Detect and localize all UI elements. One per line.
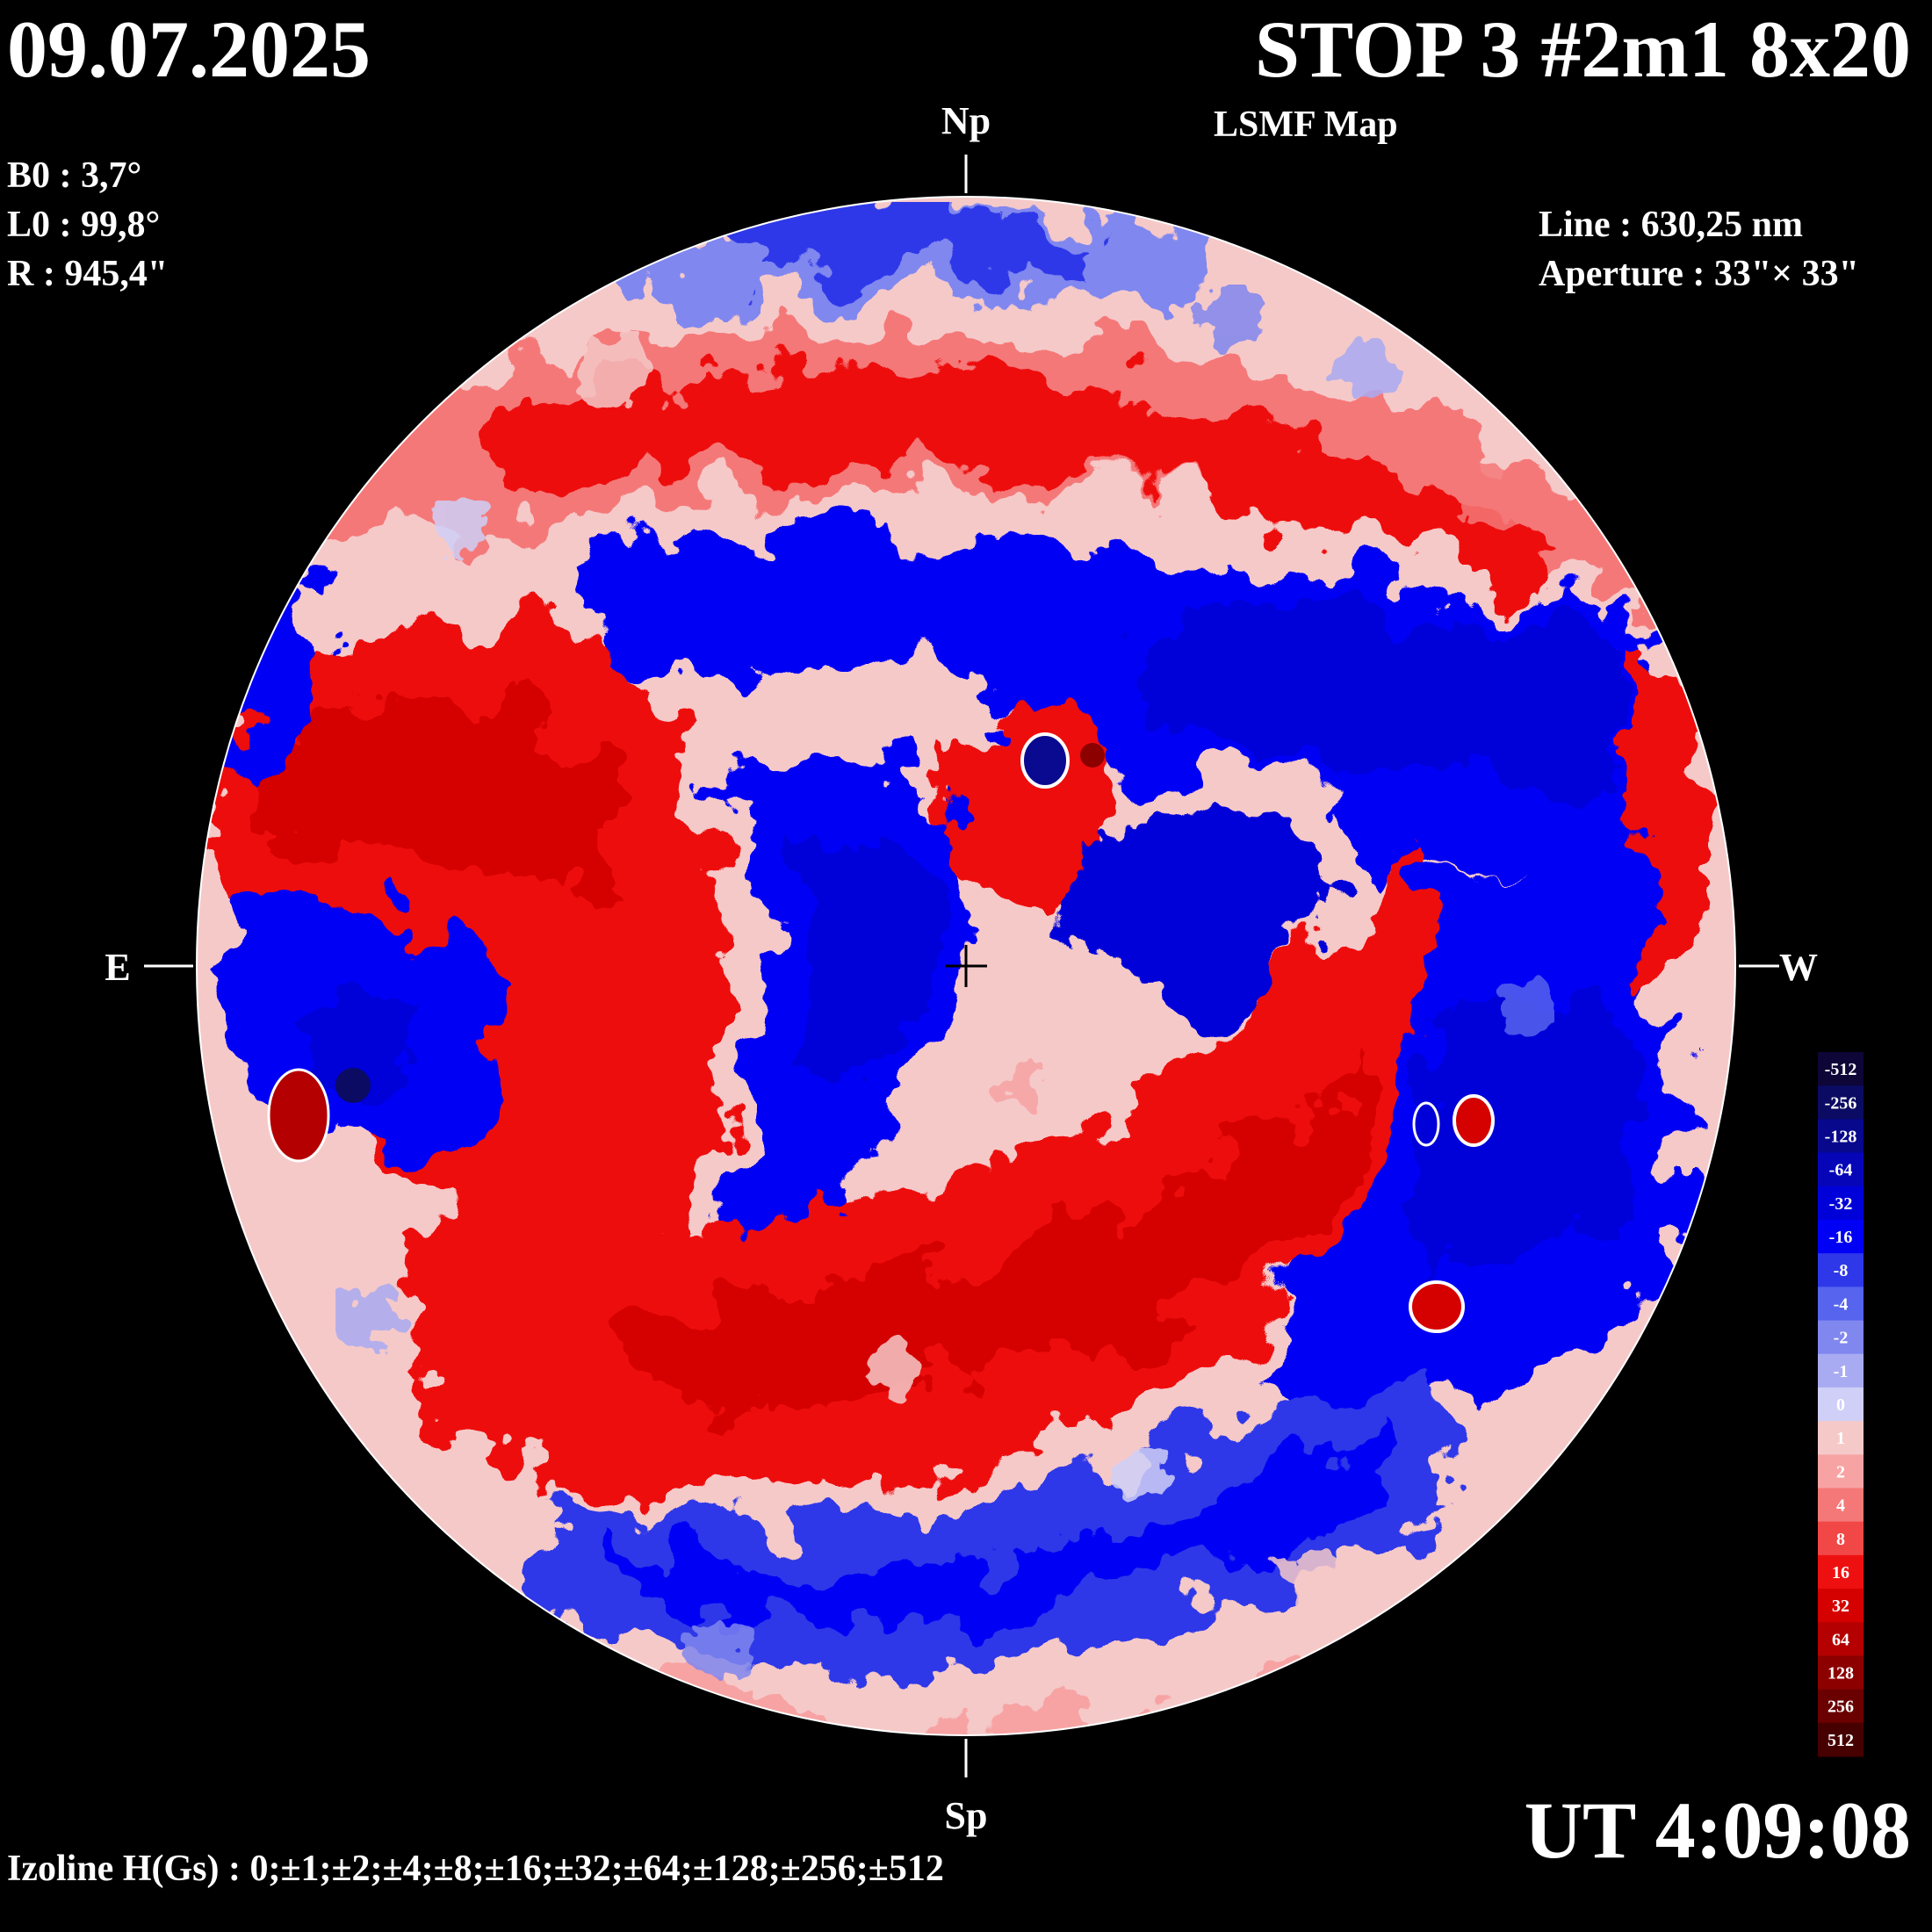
param-r: R : 945,4"	[7, 254, 169, 294]
legend-label: -128	[1825, 1127, 1857, 1146]
legend-label: -4	[1834, 1294, 1849, 1314]
legend-label: 16	[1832, 1563, 1849, 1582]
legend-label: 2	[1836, 1462, 1845, 1481]
map-title: STOP 3 #2m1 8x20	[1254, 4, 1911, 94]
legend-swatch	[1818, 1219, 1864, 1254]
legend-label: 256	[1827, 1698, 1854, 1717]
legend-swatch	[1818, 1253, 1864, 1287]
legend-swatch	[1818, 1722, 1864, 1757]
map-subtitle: LSMF Map	[1214, 105, 1398, 145]
legend-swatch	[1818, 1320, 1864, 1355]
center-crosshair	[945, 945, 987, 987]
legend-label: -2	[1834, 1329, 1849, 1348]
legend-swatch	[1818, 1421, 1864, 1455]
legend-swatch	[1818, 1589, 1864, 1623]
legend-swatch	[1818, 1387, 1864, 1422]
param-l0: L0 : 99,8°	[7, 205, 161, 245]
spectral-line: Line : 630,25 nm	[1539, 205, 1804, 245]
observation-date: 09.07.2025	[7, 4, 371, 94]
universal-time: UT 4:09:08	[1524, 1785, 1911, 1875]
aperture-size: Aperture : 33"× 33"	[1539, 254, 1859, 294]
legend-label: 1	[1836, 1429, 1845, 1448]
legend-label: -16	[1829, 1228, 1853, 1247]
solar-disk	[197, 197, 1735, 1735]
west-label: W	[1779, 946, 1818, 989]
legend-label: -512	[1825, 1060, 1857, 1079]
legend-swatch	[1818, 1085, 1864, 1120]
south-label: Sp	[945, 1794, 988, 1837]
legend-label: -32	[1829, 1194, 1853, 1214]
legend-swatch	[1818, 1353, 1864, 1388]
legend-label: 0	[1836, 1395, 1845, 1415]
legend-label: 4	[1836, 1496, 1845, 1516]
legend-swatch	[1818, 1152, 1864, 1187]
legend-swatch	[1818, 1622, 1864, 1656]
legend-swatch	[1818, 1488, 1864, 1523]
legend-swatch	[1818, 1521, 1864, 1556]
legend-swatch	[1818, 1287, 1864, 1322]
legend-swatch	[1818, 1689, 1864, 1724]
legend-label: -64	[1829, 1161, 1853, 1180]
legend-swatch	[1818, 1655, 1864, 1690]
izoline-levels: Izoline H(Gs) : 0;±1;±2;±4;±8;±16;±32;±6…	[7, 1849, 944, 1889]
legend-swatch	[1818, 1186, 1864, 1221]
legend-label: -1	[1834, 1362, 1849, 1381]
legend-label: 8	[1836, 1530, 1845, 1549]
legend-label: 64	[1832, 1630, 1849, 1649]
legend-swatch	[1818, 1554, 1864, 1590]
legend-label: 128	[1827, 1664, 1854, 1683]
color-scale-legend: -512 -256 -128 -64 -32 -16 -8 -4 -2 -1 0 1 2 4 8 16 32 64…	[1818, 1052, 1864, 1757]
legend-swatch	[1818, 1119, 1864, 1154]
legend-label: 512	[1827, 1731, 1854, 1750]
east-label: E	[105, 946, 130, 989]
legend-label: 32	[1832, 1597, 1849, 1616]
param-b0: B0 : 3,7°	[7, 155, 142, 196]
legend-label: -256	[1825, 1093, 1857, 1113]
legend-swatch	[1818, 1454, 1864, 1489]
legend-swatch	[1818, 1052, 1864, 1086]
north-label: Np	[941, 99, 991, 142]
legend-label: -8	[1834, 1261, 1849, 1280]
